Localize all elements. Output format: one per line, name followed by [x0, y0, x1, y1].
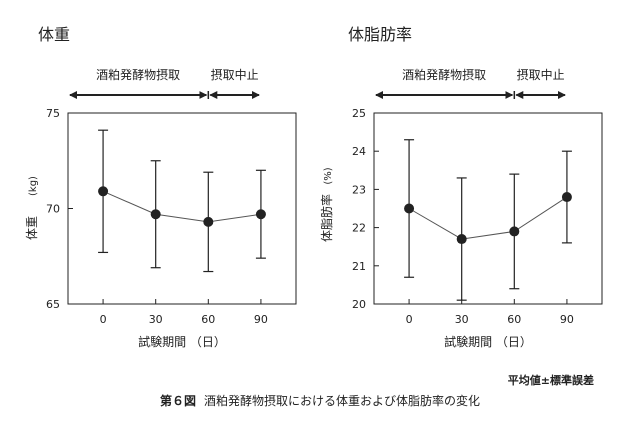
series-line: [408, 196, 568, 240]
data-point: [150, 209, 161, 220]
chart-weight-title: 体重: [38, 25, 70, 44]
chart-bodyfat-frame: [373, 112, 603, 305]
x-tick-label: 90: [560, 313, 574, 326]
chart-weight-frame: [67, 112, 297, 305]
chart-weight-yunit: (kg): [28, 176, 39, 196]
x-tick-label: 0: [406, 313, 413, 326]
y-tick-label: 65: [46, 298, 60, 311]
y-tick-label: 20: [352, 298, 366, 311]
x-tick-label: 30: [455, 313, 469, 326]
data-point: [255, 209, 266, 220]
y-tick-label: 23: [352, 183, 366, 196]
figure-caption: 第６図 酒粕発酵物摂取における体重および体脂肪率の変化: [0, 392, 640, 409]
phase-label: 摂取中止: [211, 67, 259, 82]
chart-bodyfat: 体脂肪率 酒粕発酵物摂取 摂取中止 20 21 22 23 24 25 0 30 60 90 体脂…: [319, 25, 603, 349]
y-tick-label: 24: [352, 145, 366, 158]
data-point: [456, 234, 467, 245]
chart-bodyfat-xlabel: 試験期間 （日）: [444, 334, 532, 349]
chart-weight-ylabel: 体重 (kg): [25, 176, 39, 240]
chart-bodyfat-yunit: (%): [323, 167, 334, 184]
figure-note: 平均値±標準誤差: [507, 374, 594, 387]
phase-label: 酒粕発酵物摂取: [96, 67, 180, 82]
data-point: [509, 226, 520, 237]
chart-bodyfat-ylabel-text: 体脂肪率: [319, 194, 334, 242]
x-tick-label: 30: [149, 313, 163, 326]
phase-label: 酒粕発酵物摂取: [402, 67, 486, 82]
y-tick-label: 22: [352, 222, 366, 235]
chart-bodyfat-title: 体脂肪率: [348, 25, 412, 44]
data-point: [203, 216, 214, 227]
x-tick-label: 60: [201, 313, 215, 326]
y-tick-label: 70: [46, 203, 60, 216]
data-point: [98, 186, 109, 197]
chart-weight-xlabel: 試験期間 （日）: [138, 334, 226, 349]
data-point: [404, 203, 415, 214]
y-tick-label: 21: [352, 260, 366, 273]
chart-weight-ylabel-text: 体重: [25, 216, 39, 240]
phase-label: 摂取中止: [517, 67, 565, 82]
x-tick-label: 0: [100, 313, 107, 326]
chart-weight: 体重 酒粕発酵物摂取 摂取中止 65 70 75 0 30 60 90 体重 (kg) 試験…: [25, 25, 297, 349]
figure-number: 第６図: [159, 394, 196, 408]
series-line: [102, 190, 261, 223]
figure-caption-text: 酒粕発酵物摂取における体重および体脂肪率の変化: [204, 394, 481, 408]
data-point: [561, 192, 572, 203]
x-tick-label: 60: [507, 313, 521, 326]
y-tick-label: 75: [46, 107, 60, 120]
chart-bodyfat-ylabel: 体脂肪率 (%): [319, 167, 334, 242]
y-tick-label: 25: [352, 107, 366, 120]
x-tick-label: 90: [254, 313, 268, 326]
